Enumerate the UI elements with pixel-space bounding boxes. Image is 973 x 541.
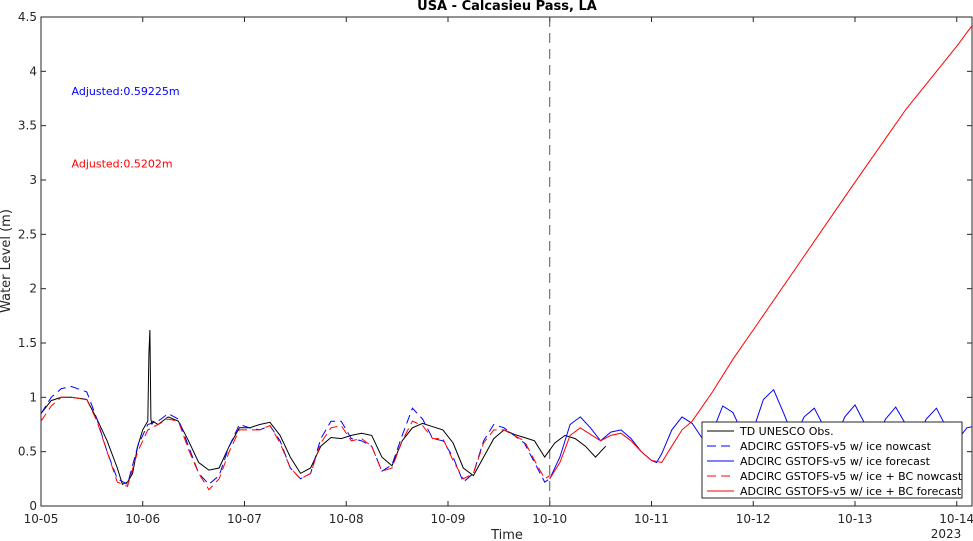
x-tick-label: 10-08	[329, 512, 364, 526]
y-tick-label: 3	[29, 173, 37, 187]
plot-area	[40, 16, 973, 507]
legend-entry: TD UNESCO Obs.	[739, 425, 834, 438]
x-axis-label: Time	[490, 528, 523, 541]
series-line-3	[40, 396, 550, 491]
y-tick-label: 3.5	[18, 119, 37, 133]
y-tick-label: 4	[29, 64, 37, 78]
annotations: Adjusted:0.59225m Adjusted:0.5202m	[72, 85, 180, 171]
x-tick-label: 10-14	[939, 512, 973, 526]
x-tick-label: 10-09	[431, 512, 466, 526]
legend-entry: ADCIRC GSTOFS-v5 w/ ice + BC nowcast	[740, 470, 963, 483]
x-tick-label: 10-05	[24, 512, 59, 526]
x-tick-label: 10-12	[736, 512, 771, 526]
x-year-label: 2023	[931, 527, 962, 541]
legend-entry: ADCIRC GSTOFS-v5 w/ ice + BC forecast	[740, 485, 962, 498]
y-tick-label: 2.5	[18, 227, 37, 241]
y-tick-label: 4.5	[18, 10, 37, 24]
y-axis-label: Water Level (m)	[0, 209, 14, 313]
x-axis: 10-05 10-06 10-07 10-08 10-09 10-10 10-11 10-12…	[24, 17, 973, 526]
y-tick-label: 2	[29, 282, 37, 296]
y-tick-label: 0.5	[18, 445, 37, 459]
y-axis: 0 0.5 1 1.5 2 2.5 3 3.5 4 4.5	[18, 10, 972, 513]
x-tick-label: 10-07	[227, 512, 262, 526]
series-group	[40, 25, 973, 491]
x-tick-label: 10-13	[838, 512, 873, 526]
y-tick-label: 1	[29, 390, 37, 404]
y-tick-label: 0	[29, 499, 37, 513]
adjusted-annotation: Adjusted:0.5202m	[72, 158, 173, 171]
adjusted-annotation: Adjusted:0.59225m	[72, 85, 180, 98]
y-tick-label: 1.5	[18, 336, 37, 350]
series-line-1	[40, 385, 550, 486]
x-tick-label: 10-11	[634, 512, 669, 526]
plot-frame	[40, 16, 973, 507]
legend: TD UNESCO Obs. ADCIRC GSTOFS-v5 w/ ice no…	[701, 421, 963, 499]
x-tick-label: 10-10	[532, 512, 567, 526]
x-tick-label: 10-06	[125, 512, 160, 526]
series-line-4	[549, 25, 973, 480]
legend-entry: ADCIRC GSTOFS-v5 w/ ice forecast	[740, 455, 931, 468]
legend-entry: ADCIRC GSTOFS-v5 w/ ice nowcast	[740, 440, 932, 453]
series-line-0	[40, 329, 607, 485]
chart-title: USA - Calcasieu Pass, LA	[417, 0, 597, 14]
legend-box	[701, 421, 963, 499]
